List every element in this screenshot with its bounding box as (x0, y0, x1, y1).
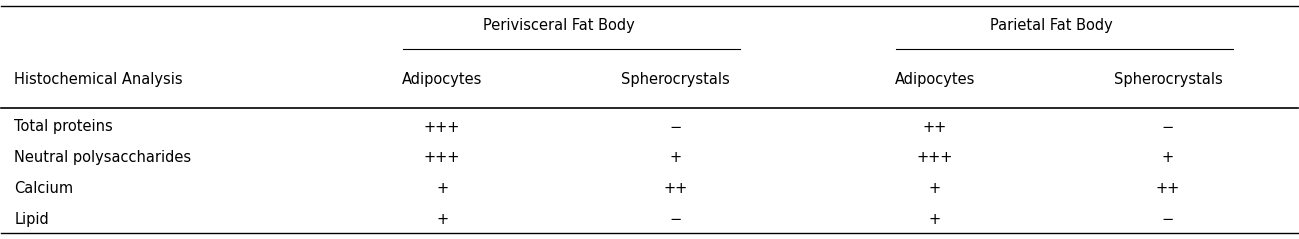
Text: Histochemical Analysis: Histochemical Analysis (14, 72, 183, 87)
Text: +++: +++ (917, 150, 953, 165)
Text: −: − (669, 212, 682, 227)
Text: +: + (929, 212, 940, 227)
Text: −: − (669, 120, 682, 135)
Text: ++: ++ (922, 120, 947, 135)
Text: Parietal Fat Body: Parietal Fat Body (990, 18, 1113, 33)
Text: +++: +++ (423, 120, 460, 135)
Text: Neutral polysaccharides: Neutral polysaccharides (14, 150, 191, 165)
Text: +: + (436, 181, 448, 196)
Text: Adipocytes: Adipocytes (401, 72, 482, 87)
Text: ++: ++ (664, 181, 687, 196)
Text: Total proteins: Total proteins (14, 120, 113, 135)
Text: +++: +++ (423, 150, 460, 165)
Text: Spherocrystals: Spherocrystals (1113, 72, 1222, 87)
Text: −: − (1161, 212, 1174, 227)
Text: Adipocytes: Adipocytes (895, 72, 974, 87)
Text: +: + (1161, 150, 1174, 165)
Text: Calcium: Calcium (14, 181, 74, 196)
Text: ++: ++ (1156, 181, 1179, 196)
Text: +: + (929, 181, 940, 196)
Text: Perivisceral Fat Body: Perivisceral Fat Body (483, 18, 635, 33)
Text: −: − (1161, 120, 1174, 135)
Text: +: + (436, 212, 448, 227)
Text: +: + (669, 150, 682, 165)
Text: Lipid: Lipid (14, 212, 49, 227)
Text: Spherocrystals: Spherocrystals (621, 72, 730, 87)
